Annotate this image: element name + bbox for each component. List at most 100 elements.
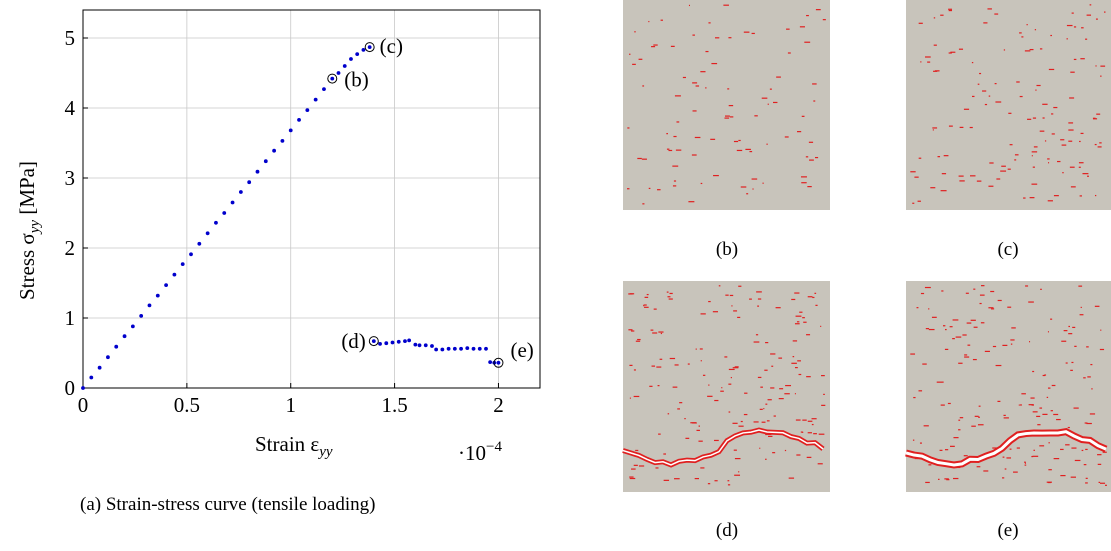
- crack-speck: [1014, 159, 1017, 161]
- crack-speck: [953, 477, 959, 480]
- crack-speck: [1039, 130, 1045, 132]
- crack-speck: [1068, 122, 1074, 124]
- crack-speck: [1024, 461, 1026, 463]
- data-point: [172, 272, 177, 277]
- crack-speck: [660, 19, 663, 21]
- crack-speck: [1074, 459, 1081, 462]
- crack-speck: [1051, 384, 1056, 387]
- crack-speck: [953, 437, 959, 439]
- crack-speck: [1037, 424, 1041, 426]
- crack-speck: [1042, 413, 1048, 415]
- crack-speck: [724, 115, 730, 117]
- crack-speck: [1078, 162, 1084, 164]
- plot-frame: [82, 9, 541, 389]
- crack-speck: [784, 393, 790, 395]
- y-tick-label: 3: [65, 166, 76, 190]
- crack-speck: [952, 319, 959, 321]
- crack-speck: [1050, 410, 1053, 412]
- data-point: [247, 180, 252, 185]
- crack-speck: [634, 31, 636, 33]
- crack-speck: [725, 294, 729, 296]
- crack-speck: [667, 296, 671, 298]
- crack-speck: [702, 374, 706, 376]
- crack-speck: [808, 141, 814, 143]
- crack-speck: [714, 439, 719, 442]
- x-tick-label: 1.5: [381, 393, 407, 417]
- crack-speck: [668, 298, 673, 300]
- crack-speck: [969, 126, 973, 129]
- crack-speck: [981, 285, 985, 287]
- crack-speck: [629, 477, 636, 480]
- data-point: [496, 360, 501, 365]
- crack-speck: [638, 465, 645, 467]
- crack-speck: [944, 348, 949, 351]
- crack-speck: [1086, 346, 1089, 348]
- crack-speck: [1074, 345, 1077, 347]
- crack-speck: [708, 384, 710, 386]
- crack-speck: [976, 180, 982, 182]
- crack-speck: [979, 302, 982, 305]
- annotation-ring: [364, 42, 375, 53]
- crack-speck: [646, 293, 649, 296]
- crack-speck: [794, 366, 798, 369]
- data-point: [459, 346, 463, 351]
- crack-speck: [1031, 155, 1033, 157]
- crack-speck: [1098, 481, 1101, 483]
- crack-speck: [762, 182, 764, 184]
- crack-speck: [977, 424, 984, 426]
- crack-speck: [821, 375, 825, 377]
- crack-speck: [672, 165, 679, 167]
- snapshot-image: [906, 0, 1111, 210]
- crack-speck: [669, 292, 673, 295]
- crack-speck: [1073, 407, 1079, 409]
- crack-speck: [1096, 113, 1101, 115]
- crack-speck: [934, 70, 940, 72]
- crack-speck: [795, 419, 801, 421]
- crack-speck: [813, 100, 816, 102]
- crack-speck: [1062, 172, 1064, 174]
- crack-speck: [1094, 305, 1100, 307]
- crack-speck: [807, 420, 813, 422]
- crack-speck: [798, 373, 802, 376]
- crack-speck: [656, 366, 662, 368]
- crack-speck: [1079, 140, 1081, 143]
- crack-speck: [633, 395, 640, 398]
- crack-speck: [677, 408, 680, 410]
- crack-speck: [1031, 404, 1034, 406]
- crack-speck: [1053, 195, 1059, 197]
- crack-speck: [778, 398, 784, 400]
- crack-speck: [931, 316, 937, 318]
- crack-speck: [644, 306, 649, 308]
- data-point: [297, 118, 301, 122]
- crack-speck: [728, 37, 732, 39]
- crack-speck: [675, 149, 682, 151]
- crack-speck: [988, 95, 991, 97]
- crack-speck: [1069, 97, 1075, 99]
- data-point: [440, 347, 445, 352]
- crack-speck: [1048, 162, 1050, 164]
- crack-speck: [1050, 34, 1052, 37]
- crack-speck: [958, 175, 964, 177]
- crack-speck: [992, 345, 997, 348]
- panel-caption: (b): [716, 239, 738, 260]
- crack-speck: [1067, 426, 1070, 429]
- annotation-ring: [368, 336, 379, 347]
- data-point: [452, 346, 457, 351]
- crack-speck: [807, 186, 812, 188]
- x-tick-label: 0: [78, 393, 89, 417]
- crack-speck: [1102, 451, 1107, 453]
- crack-speck: [720, 390, 724, 392]
- crack-speck: [760, 386, 763, 388]
- data-point: [147, 303, 152, 308]
- crack-speck: [940, 14, 944, 16]
- crack-speck: [805, 156, 809, 158]
- data-point: [197, 241, 202, 246]
- crack-speck: [1039, 445, 1045, 447]
- crack-speck: [753, 421, 759, 423]
- crack-speck: [1073, 26, 1077, 28]
- crack-speck: [823, 393, 825, 395]
- crack-speck: [1034, 29, 1037, 31]
- crack-speck: [655, 467, 659, 469]
- crack-speck: [1099, 482, 1106, 484]
- crack-speck: [659, 358, 663, 360]
